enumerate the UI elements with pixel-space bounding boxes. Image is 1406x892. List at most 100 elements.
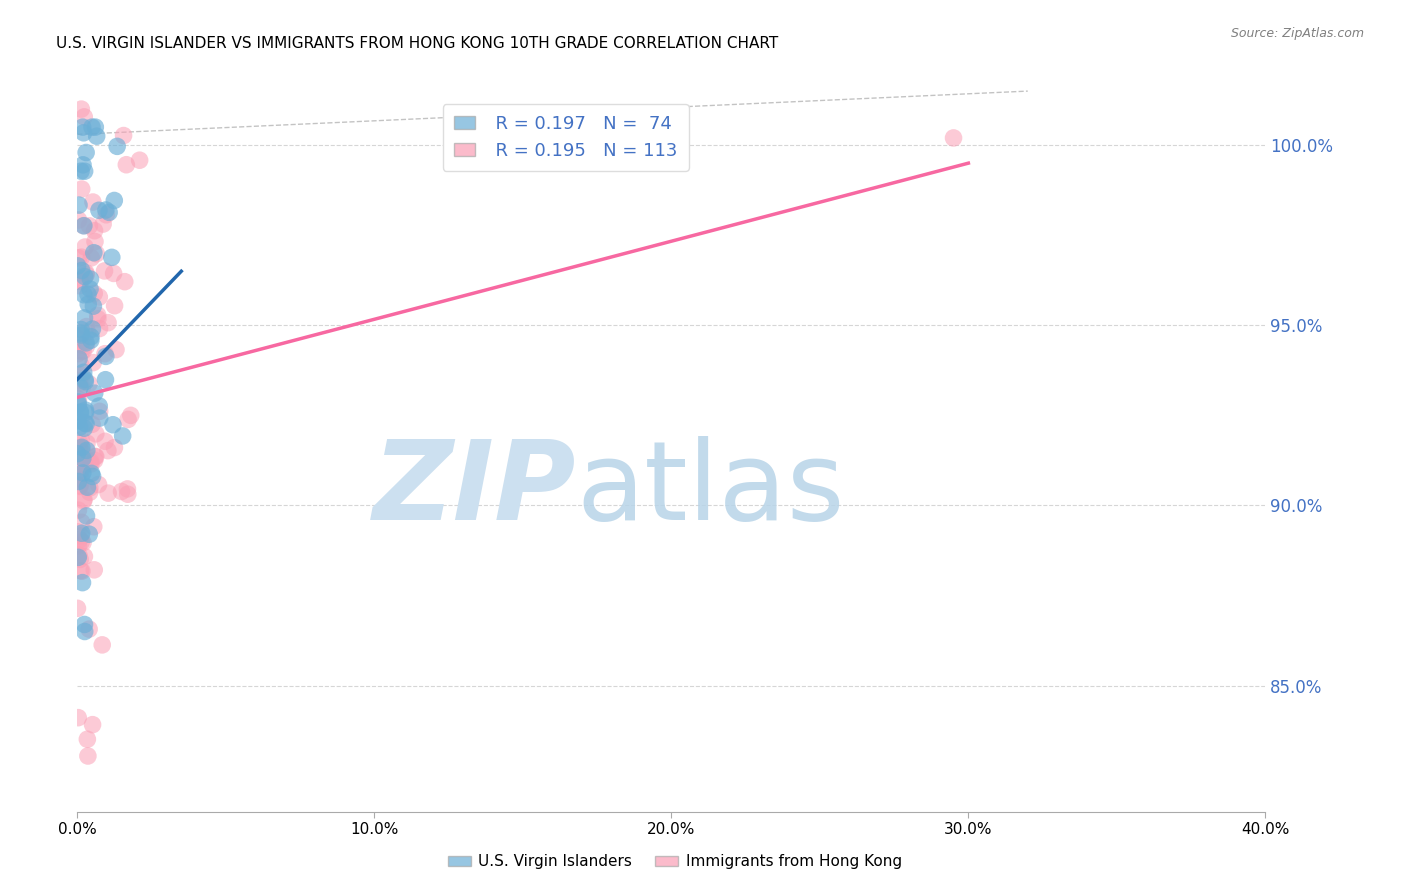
Immigrants from Hong Kong bbox=[91, 217, 114, 231]
Text: ZIP: ZIP bbox=[373, 436, 576, 543]
U.S. Virgin Islanders bbox=[72, 451, 94, 466]
Immigrants from Hong Kong bbox=[70, 534, 93, 549]
Immigrants from Hong Kong bbox=[72, 445, 94, 459]
Immigrants from Hong Kong bbox=[66, 332, 89, 346]
Immigrants from Hong Kong bbox=[70, 473, 93, 487]
U.S. Virgin Islanders bbox=[69, 405, 91, 419]
Immigrants from Hong Kong bbox=[67, 278, 90, 293]
U.S. Virgin Islanders bbox=[75, 335, 97, 350]
Immigrants from Hong Kong bbox=[69, 441, 91, 455]
Immigrants from Hong Kong bbox=[97, 316, 120, 330]
Immigrants from Hong Kong bbox=[69, 533, 91, 547]
Immigrants from Hong Kong bbox=[66, 346, 89, 360]
U.S. Virgin Islanders bbox=[86, 129, 108, 144]
Legend: U.S. Virgin Islanders, Immigrants from Hong Kong: U.S. Virgin Islanders, Immigrants from H… bbox=[441, 848, 908, 875]
U.S. Virgin Islanders bbox=[76, 508, 98, 523]
U.S. Virgin Islanders bbox=[72, 120, 94, 135]
Immigrants from Hong Kong bbox=[72, 344, 94, 359]
U.S. Virgin Islanders bbox=[73, 416, 96, 430]
U.S. Virgin Islanders bbox=[73, 624, 96, 639]
Immigrants from Hong Kong bbox=[89, 290, 111, 304]
Immigrants from Hong Kong bbox=[76, 732, 98, 747]
Immigrants from Hong Kong bbox=[75, 339, 97, 353]
Immigrants from Hong Kong bbox=[70, 102, 93, 116]
Immigrants from Hong Kong bbox=[75, 266, 97, 280]
Immigrants from Hong Kong bbox=[73, 110, 96, 124]
U.S. Virgin Islanders bbox=[80, 120, 103, 135]
U.S. Virgin Islanders bbox=[70, 328, 93, 343]
Immigrants from Hong Kong bbox=[69, 376, 91, 391]
U.S. Virgin Islanders bbox=[66, 259, 89, 273]
Immigrants from Hong Kong bbox=[84, 450, 107, 464]
Immigrants from Hong Kong bbox=[87, 311, 110, 326]
Immigrants from Hong Kong bbox=[87, 477, 110, 491]
U.S. Virgin Islanders bbox=[83, 245, 105, 260]
Immigrants from Hong Kong bbox=[67, 478, 90, 492]
U.S. Virgin Islanders bbox=[75, 145, 97, 160]
Immigrants from Hong Kong bbox=[67, 274, 90, 288]
U.S. Virgin Islanders bbox=[73, 269, 96, 284]
Immigrants from Hong Kong bbox=[70, 250, 93, 264]
Immigrants from Hong Kong bbox=[77, 376, 100, 391]
Immigrants from Hong Kong bbox=[91, 638, 114, 652]
Immigrants from Hong Kong bbox=[82, 717, 104, 731]
U.S. Virgin Islanders bbox=[70, 164, 93, 178]
Immigrants from Hong Kong bbox=[69, 337, 91, 351]
Immigrants from Hong Kong bbox=[80, 251, 103, 265]
Immigrants from Hong Kong bbox=[70, 359, 93, 373]
U.S. Virgin Islanders bbox=[69, 380, 91, 394]
Immigrants from Hong Kong bbox=[77, 622, 100, 636]
U.S. Virgin Islanders bbox=[70, 322, 93, 336]
U.S. Virgin Islanders bbox=[89, 411, 111, 425]
U.S. Virgin Islanders bbox=[67, 550, 90, 565]
Immigrants from Hong Kong bbox=[69, 458, 91, 473]
Immigrants from Hong Kong bbox=[76, 325, 98, 339]
Immigrants from Hong Kong bbox=[83, 520, 105, 534]
U.S. Virgin Islanders bbox=[94, 350, 117, 364]
Immigrants from Hong Kong bbox=[86, 246, 108, 260]
U.S. Virgin Islanders bbox=[84, 120, 107, 135]
Text: atlas: atlas bbox=[576, 436, 845, 543]
U.S. Virgin Islanders bbox=[76, 443, 98, 458]
Immigrants from Hong Kong bbox=[120, 409, 142, 423]
U.S. Virgin Islanders bbox=[73, 287, 96, 301]
U.S. Virgin Islanders bbox=[67, 414, 90, 428]
U.S. Virgin Islanders bbox=[111, 429, 134, 443]
Immigrants from Hong Kong bbox=[83, 563, 105, 577]
U.S. Virgin Islanders bbox=[72, 158, 94, 172]
U.S. Virgin Islanders bbox=[101, 251, 124, 265]
U.S. Virgin Islanders bbox=[73, 421, 96, 435]
U.S. Virgin Islanders bbox=[73, 617, 96, 632]
Immigrants from Hong Kong bbox=[67, 548, 90, 562]
Immigrants from Hong Kong bbox=[117, 482, 139, 496]
Immigrants from Hong Kong bbox=[103, 441, 125, 455]
Immigrants from Hong Kong bbox=[114, 275, 136, 289]
Immigrants from Hong Kong bbox=[112, 128, 135, 143]
Immigrants from Hong Kong bbox=[72, 219, 94, 233]
Immigrants from Hong Kong bbox=[67, 441, 90, 455]
Immigrants from Hong Kong bbox=[84, 426, 107, 441]
Immigrants from Hong Kong bbox=[67, 503, 90, 517]
U.S. Virgin Islanders bbox=[75, 406, 97, 420]
Immigrants from Hong Kong bbox=[70, 344, 93, 359]
U.S. Virgin Islanders bbox=[82, 469, 104, 483]
U.S. Virgin Islanders bbox=[82, 299, 104, 313]
Immigrants from Hong Kong bbox=[70, 564, 93, 578]
Immigrants from Hong Kong bbox=[72, 535, 94, 549]
Immigrants from Hong Kong bbox=[110, 484, 132, 499]
Immigrants from Hong Kong bbox=[70, 381, 93, 395]
Immigrants from Hong Kong bbox=[77, 749, 100, 764]
U.S. Virgin Islanders bbox=[73, 365, 96, 379]
Immigrants from Hong Kong bbox=[69, 552, 91, 566]
Immigrants from Hong Kong bbox=[73, 492, 96, 507]
Immigrants from Hong Kong bbox=[80, 457, 103, 471]
U.S. Virgin Islanders bbox=[66, 447, 89, 461]
U.S. Virgin Islanders bbox=[72, 466, 94, 480]
Immigrants from Hong Kong bbox=[82, 194, 104, 209]
Immigrants from Hong Kong bbox=[84, 450, 107, 464]
Legend:   R = 0.197   N =  74,   R = 0.195   N = 113: R = 0.197 N = 74, R = 0.195 N = 113 bbox=[443, 104, 689, 170]
U.S. Virgin Islanders bbox=[72, 575, 94, 590]
Immigrants from Hong Kong bbox=[79, 481, 101, 495]
Immigrants from Hong Kong bbox=[70, 368, 93, 383]
Immigrants from Hong Kong bbox=[73, 494, 96, 508]
